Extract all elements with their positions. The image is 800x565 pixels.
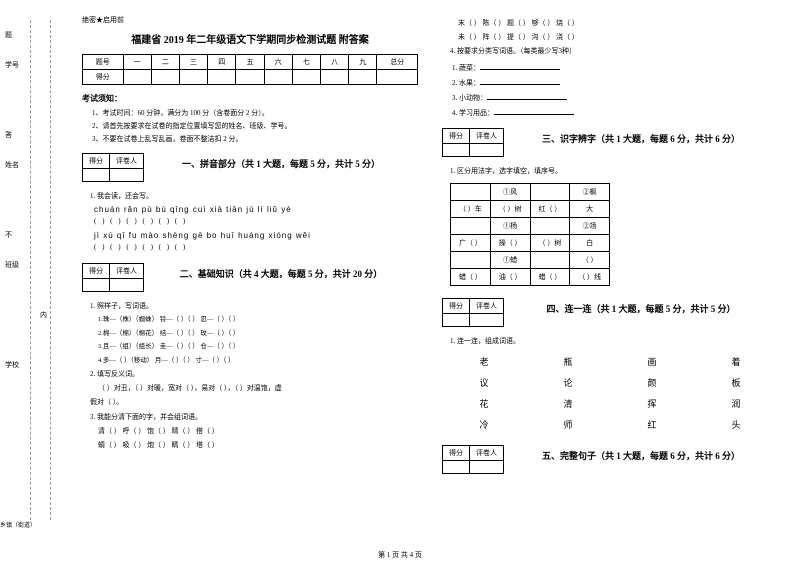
score-header-row: 题号 一 二 三 四 五 六 七 八 九 总分 [83,55,418,70]
section-3-title: 三、识字辨字（共 1 大题，每题 6 分，共计 6 分） [504,132,778,145]
rt-q4: 4. 按要求分类写词语。（每类最少写3种） [450,46,778,57]
confidential-label: 绝密★启用前 [82,15,418,25]
bracket-line-1: ( ) ( ) ( ) ( ) ( ) ( ) [94,217,418,225]
notice-2: 2、请首先按要求在试卷的指定位置填写您的姓名、班级、学号。 [92,121,418,131]
notice-1: 1、考试时间：60 分钟，满分为 100 分（含卷面分 2 分）。 [92,108,418,118]
q2-1b: 2.棉—（棉）（棉花） 结—（ ）（ ） 玫—（ ）（ ） [98,329,418,339]
score-table: 题号 一 二 三 四 五 六 七 八 九 总分 得分 [82,54,418,85]
section-2-title: 二、基础知识（共 4 大题，每题 5 分，共计 20 分） [144,267,418,280]
page-footer: 第 1 页 共 4 页 [0,550,800,560]
rt-q4a: 1. 蔬菜： [452,62,778,73]
q3-1: 1. 区分用法字，选字填空，填序号。 [450,166,778,177]
q2-2a: （ ）对丑，（ ）对暖，宽对（ ），易对（ ），（ ）对温饱，虚 [98,383,418,394]
margin-inner: 内 [40,310,47,320]
marker-table-3: 得分评卷人 [442,128,504,157]
marker-table-2: 得分评卷人 [82,263,144,292]
word-connect-grid: 老 瓶 画 着 议 论 颜 板 花 清 挥 润 冷 师 红 头 [452,355,768,431]
marker-table-4: 得分评卷人 [442,298,504,327]
margin-xuexiao: 学校 [5,360,19,370]
section-5-title: 五、完整句子（共 1 大题，每题 6 分，共计 6 分） [504,449,778,462]
margin-xingming: 姓名 [5,160,19,170]
q2-1a: 1.珠—（株）（蜘蛛） 铃—（ ）（ ） 忍—（ ）（ ） [98,315,418,325]
exam-title: 福建省 2019 年二年级语文下学期同步检测试题 附答案 [82,31,418,46]
q1-1: 1. 我会读，还会写。 [90,191,418,202]
margin-xiangzhen: 乡镇（街道） [0,520,36,529]
margin-banji: 班级 [5,260,19,270]
section-4-title: 四、连一连（共 1 大题，每题 5 分，共计 5 分） [504,302,778,315]
notice-3: 3、不要在试卷上乱写乱画，卷面不整洁扣 2 分。 [92,134,418,144]
q2-1d: 4.多—（ ）（移动） 月—（ ）（ ） 寸—（ ）（ ） [98,356,418,366]
margin-da: 答 [5,130,12,140]
q2-3a: 清（ ） 呼（ ） 饱（ ） 晴（ ） 搭（ ） [98,426,418,437]
char-recognition-table: ①风②枫 （ ）车（ ）树红（ ）大 ①杨②场 广（ ）操（ ）（ ）树白 ①蜡… [450,183,610,286]
q2-2: 2. 填写反义词。 [90,369,418,380]
margin-bu: 不 [5,230,12,240]
pinyin-line-1: chuán rǎn pù bù qīng cuì xià tiān jù lí … [94,205,418,214]
score-value-row: 得分 [83,70,418,85]
binding-margin: 题 学号 答 姓名 不 班级 内 学校 乡镇（街道） [0,0,60,565]
rt-line2: 未（ ） 阵（ ） 提（ ） 沟（ ） 浇（ ） [458,32,778,43]
q2-1: 1. 照样子，写词语。 [90,301,418,312]
q2-3b: 蜻（ ） 吸（ ） 炮（ ） 睛（ ） 塔（ ） [98,440,418,451]
right-column: 末（ ） 陈（ ） 题（ ） 够（ ） 烧（ ） 未（ ） 阵（ ） 提（ ） … [430,15,790,550]
rt-q4b: 2. 水果： [452,77,778,88]
rt-q4c: 3. 小动物： [452,92,778,103]
section-1-title: 一、拼音部分（共 1 大题，每题 5 分，共计 5 分） [144,157,418,170]
marker-table-5: 得分评卷人 [442,445,504,474]
rt-q4d: 4. 学习用品： [452,107,778,118]
q4-1: 1. 连一连，组成词语。 [450,336,778,347]
bracket-line-2: ( ) ( ) ( ) ( ) ( ) ( ) [94,243,418,251]
pinyin-line-2: jì xù qī fu mào shèng gē bo huī huáng xi… [94,231,418,240]
q2-1c: 3.且—（组）（组长） 圭—（ ）（ ） 仓—（ ）（ ） [98,342,418,352]
q2-2b: 假对（ ）。 [90,397,418,408]
q2-3: 3. 我能分清下面的字，并会组词语。 [90,412,418,423]
margin-ti: 题 [5,30,12,40]
margin-xuehao: 学号 [5,60,19,70]
marker-table-1: 得分评卷人 [82,153,144,182]
notice-title: 考试须知： [82,93,418,104]
left-column: 绝密★启用前 福建省 2019 年二年级语文下学期同步检测试题 附答案 题号 一… [70,15,430,550]
rt-line1: 末（ ） 陈（ ） 题（ ） 够（ ） 烧（ ） [458,18,778,29]
